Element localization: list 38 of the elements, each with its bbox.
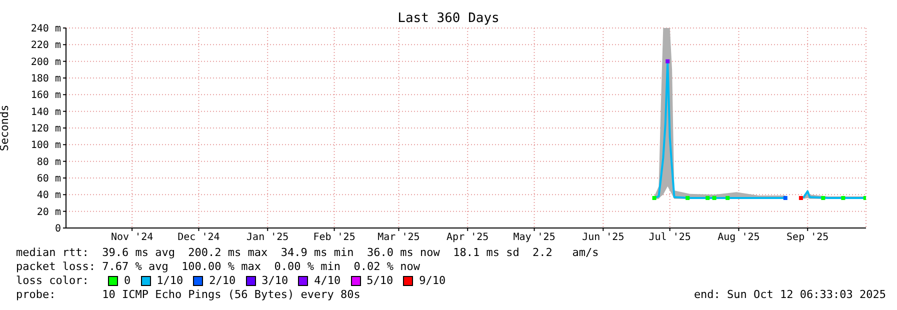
x-tick-label: Mar '25 bbox=[378, 232, 420, 244]
legend-title: loss color: bbox=[16, 274, 90, 288]
y-tick-label: 20 m bbox=[36, 206, 61, 218]
x-tick-label: Jan '25 bbox=[246, 232, 289, 244]
legend-label: 1/10 bbox=[156, 274, 184, 288]
y-tick-label: 40 m bbox=[36, 190, 61, 202]
x-tick-label: Dec '24 bbox=[178, 232, 220, 244]
x-tick-label: Feb '25 bbox=[313, 232, 356, 244]
y-tick-label: 180 m bbox=[30, 74, 61, 85]
legend-label: 0 bbox=[124, 274, 131, 288]
y-tick-label: 100 m bbox=[30, 140, 61, 152]
text: median rtt: 39.6 ms avg 200.2 ms max 34.9 ms min 36.0 ms now 18.1 ms sd 2.2 am/s bbox=[16, 246, 600, 260]
y-tick-label: 240 m bbox=[30, 24, 61, 35]
y-tick-label: 0 bbox=[54, 224, 61, 235]
x-tick-label: Apr '25 bbox=[446, 232, 489, 244]
legend-label: 3/10 bbox=[262, 274, 288, 288]
legend-label: 2/10 bbox=[209, 274, 236, 288]
y-tick-label: 200 m bbox=[30, 56, 61, 68]
x-tick-label: May '25 bbox=[513, 232, 556, 244]
x-tick-label: Nov '24 bbox=[110, 232, 154, 244]
text: probe: 10 ICMP Echo Pings (56 Bytes) every 80s bbox=[16, 288, 360, 302]
legend-label: 4/10 bbox=[314, 274, 341, 288]
y-tick-label: 80 m bbox=[36, 156, 61, 168]
x-tick-label: Sep '25 bbox=[786, 232, 829, 244]
x-tick-label: Jul '25 bbox=[648, 232, 691, 244]
y-tick-label: 160 m bbox=[30, 90, 61, 102]
y-tick-label: 140 m bbox=[30, 106, 61, 118]
y-tick-label: 220 m bbox=[30, 40, 61, 52]
text: packet loss: 7.67 % avg 100.00 % max 0.00 % min 0.02 % now bbox=[16, 260, 421, 274]
legend-label: 9/10 bbox=[419, 274, 446, 288]
x-tick-label: Aug '25 bbox=[718, 232, 760, 244]
legend-label: 5/10 bbox=[366, 274, 394, 288]
chart-title: Last 360 Days bbox=[398, 11, 500, 26]
y-axis-title: Seconds bbox=[0, 104, 11, 152]
x-tick-label: Jun '25 bbox=[582, 232, 624, 244]
y-tick-label: 120 m bbox=[30, 124, 61, 135]
text: end: Sun Oct 12 06:33:03 2025 bbox=[694, 288, 886, 302]
y-tick-label: 60 m bbox=[36, 174, 61, 185]
